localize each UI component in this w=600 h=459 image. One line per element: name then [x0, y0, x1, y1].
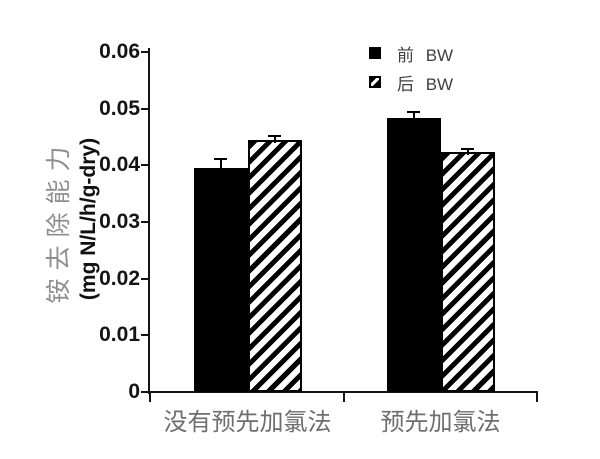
error-bar-cap-qian-bw-no-pre-chlorination [214, 157, 227, 160]
error-bar-whisker-qian-bw-pre-chlorination [412, 111, 415, 122]
y-axis-title-chinese: 铵去除能力 [45, 138, 73, 304]
y-tick-mark [141, 221, 150, 223]
legend-item-hou-bw: 后 BW [369, 74, 453, 94]
legend-label-hou-bw: 后 BW [397, 74, 454, 94]
solid-black-swatch-icon [369, 47, 381, 59]
y-tick-label: 0.03 [99, 210, 140, 233]
error-bar-cap-hou-bw-pre-chlorination [461, 148, 474, 151]
legend-label-qian-bw: 前 BW [397, 45, 454, 65]
x-tick-mark [149, 392, 151, 402]
y-tick-mark [141, 391, 150, 393]
diagonal-hatch-swatch-icon [369, 76, 381, 88]
y-tick-label: 0.01 [99, 323, 140, 347]
error-bar-cap-qian-bw-pre-chlorination [407, 110, 420, 113]
y-tick-mark [141, 107, 150, 110]
y-tick-mark [141, 51, 150, 53]
error-bar-whisker-qian-bw-no-pre-chlorination [219, 158, 222, 171]
bar-hou-bw-no-pre-chlorination [247, 140, 302, 392]
legend-item-qian-bw: 前 BW [369, 45, 453, 65]
y-tick-label: 0.04 [99, 153, 140, 177]
bar-hou-bw-pre-chlorination [440, 151, 495, 392]
y-tick-mark [141, 277, 150, 280]
y-tick-label: 0 [128, 380, 140, 403]
y-axis-title-unit: (mg N/L/h/g-dry) [77, 137, 100, 301]
bar-qian-bw-pre-chlorination [386, 118, 441, 392]
y-tick-label: 0.06 [99, 40, 140, 63]
y-tick-mark [141, 164, 150, 167]
x-category-label-no-pre-chlorination: 没有预先加氯法 [163, 409, 332, 436]
error-bar-whisker-hou-bw-no-pre-chlorination [273, 135, 276, 144]
x-tick-mark [342, 392, 345, 402]
x-tick-mark [536, 392, 538, 402]
error-bar-whisker-hou-bw-pre-chlorination [466, 149, 469, 155]
y-tick-mark [141, 334, 150, 337]
y-tick-label: 0.02 [99, 266, 140, 290]
y-tick-label: 0.05 [99, 96, 140, 120]
error-bar-cap-hou-bw-no-pre-chlorination [268, 134, 281, 137]
x-category-label-pre-chlorination: 预先加氯法 [380, 409, 501, 436]
legend: 前 BW 后 BW [369, 45, 453, 94]
bar-qian-bw-no-pre-chlorination [193, 167, 248, 392]
